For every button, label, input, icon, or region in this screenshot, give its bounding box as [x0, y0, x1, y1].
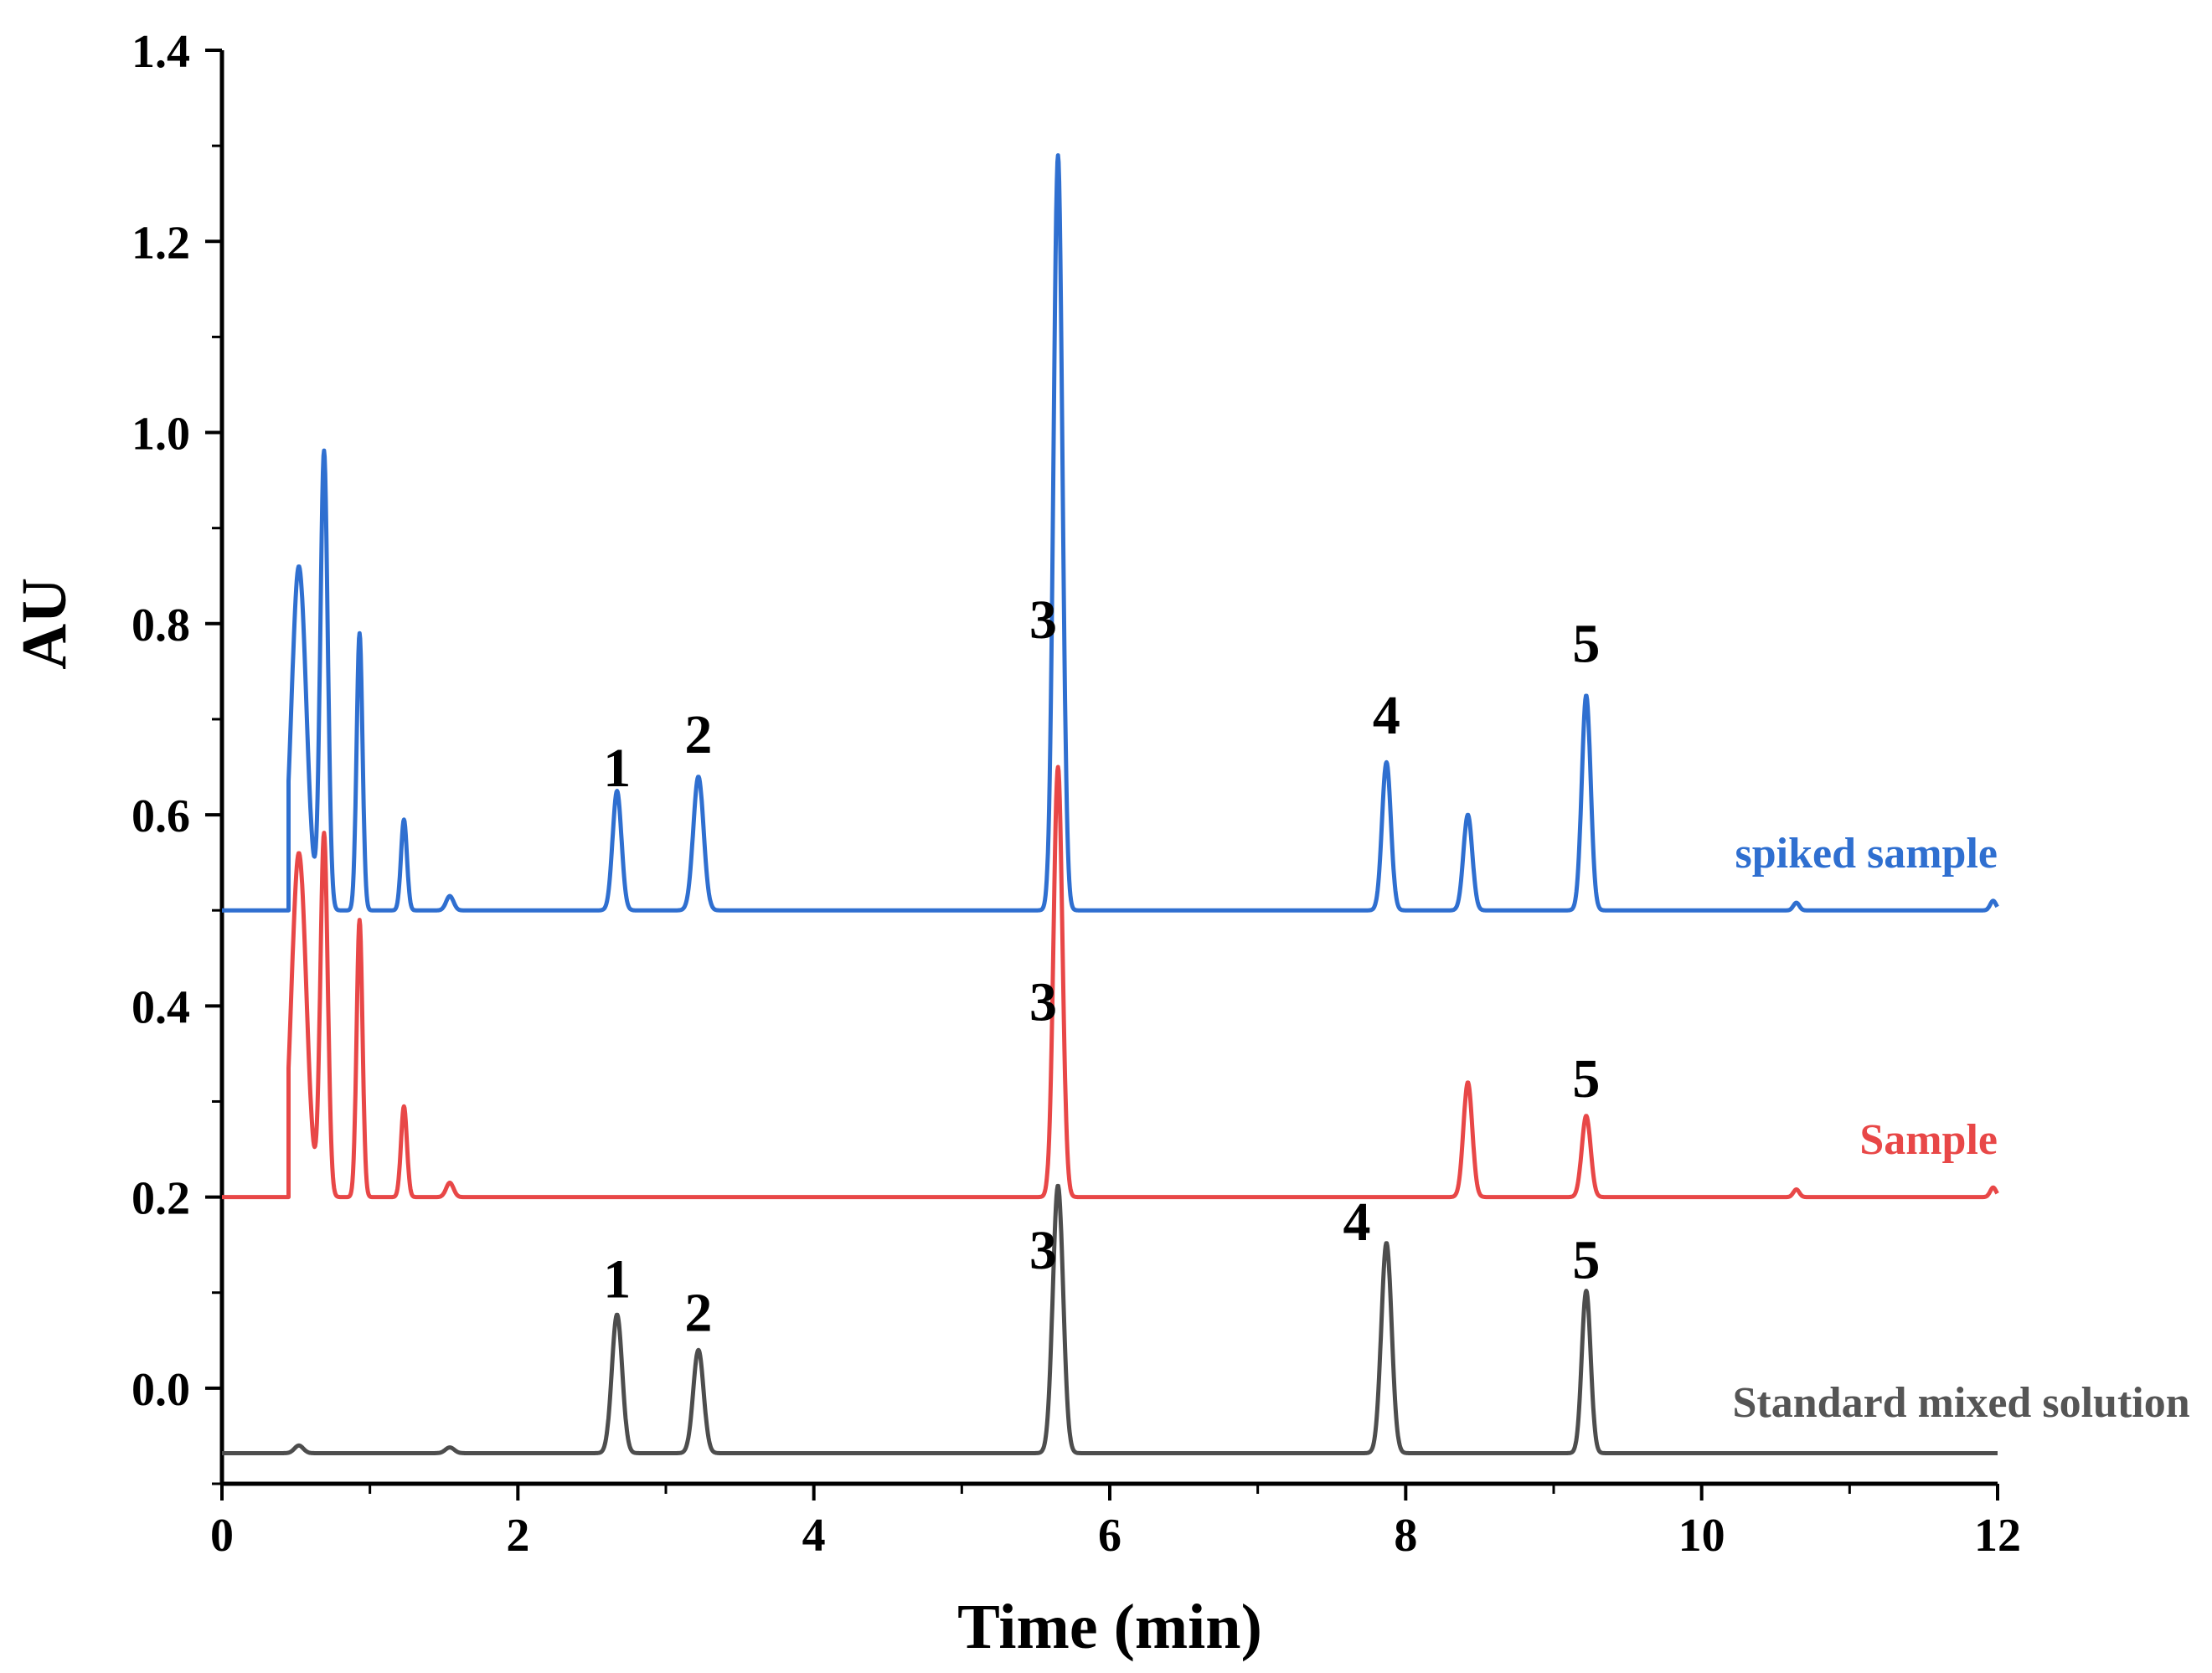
peak-label: 4 — [1373, 685, 1400, 746]
series-traces — [220, 153, 1999, 1455]
x-tick-label: 0 — [210, 1510, 234, 1562]
y-tick-label: 0.4 — [131, 981, 190, 1033]
peak-label: 2 — [684, 1282, 712, 1343]
peak-label: 2 — [684, 704, 712, 765]
x-tick-label: 2 — [506, 1510, 529, 1562]
y-tick-label: 0.6 — [131, 790, 190, 842]
peak-label: 1 — [603, 1248, 631, 1310]
x-tick-label: 6 — [1098, 1510, 1121, 1562]
y-tick-label: 0.0 — [131, 1364, 190, 1416]
peak-label: 3 — [1029, 589, 1057, 651]
series-line-standard-mixed-solution — [220, 1183, 1999, 1455]
peak-label: 3 — [1029, 971, 1057, 1032]
peak-label: 3 — [1029, 1220, 1057, 1281]
x-tick-label: 12 — [1974, 1510, 2021, 1562]
series-label: Sample — [1859, 1116, 1998, 1164]
peak-label: 5 — [1572, 1230, 1600, 1291]
x-axis-title: Time (min) — [957, 1592, 1262, 1662]
y-tick-label: 0.2 — [131, 1173, 190, 1225]
y-axis-title: AU — [9, 578, 80, 670]
series-line-sample — [222, 764, 1999, 1200]
x-tick-label: 10 — [1678, 1510, 1725, 1562]
axes: 0 2 4 6 8 10 120.00.20.40.60.81.01.21.4 — [131, 26, 2021, 1562]
y-tick-label: 1.2 — [131, 217, 190, 269]
peak-label: 5 — [1572, 1048, 1600, 1109]
x-tick-label: 4 — [802, 1510, 826, 1562]
y-tick-label: 1.0 — [131, 409, 190, 461]
peak-label: 1 — [603, 738, 631, 799]
x-tick-label: 8 — [1394, 1510, 1417, 1562]
y-tick-label: 0.8 — [131, 600, 190, 651]
series-label: spiked sample — [1735, 830, 1998, 878]
y-tick-label: 1.4 — [131, 26, 190, 78]
series-line-spiked-sample — [222, 153, 1999, 913]
series-label: Standard mixed solution — [1733, 1379, 2190, 1427]
peak-label: 5 — [1572, 613, 1600, 674]
peak-label: 4 — [1343, 1192, 1371, 1253]
